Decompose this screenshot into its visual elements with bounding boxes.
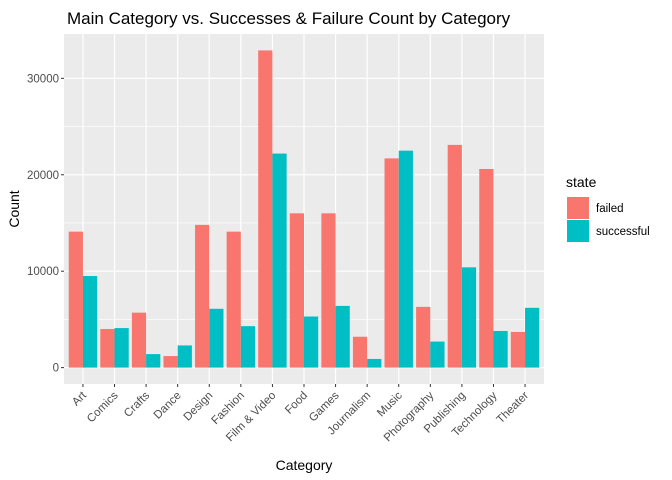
bar-successful-film-video [272, 153, 287, 368]
bar-successful-design [209, 308, 224, 368]
bar-successful-food [304, 316, 319, 368]
bar-successful-dance [177, 345, 192, 368]
legend-label-failed: failed [596, 203, 624, 215]
bar-successful-comics [114, 328, 129, 368]
bar-failed-publishing [447, 144, 462, 368]
y-axis-ticks: 0 10000 20000 30000 [27, 73, 64, 375]
legend-items: failed successful [567, 197, 650, 242]
y-axis-title: Count [6, 190, 22, 227]
bars [68, 50, 540, 368]
bar-successful-publishing [461, 267, 477, 368]
bar-successful-theater [525, 307, 540, 368]
legend-key-failed [567, 197, 589, 219]
legend-label-successful: successful [596, 226, 650, 238]
legend-key-successful [567, 220, 589, 242]
bar-failed-food [289, 213, 304, 368]
y-tick-label: 20000 [27, 170, 59, 182]
bar-successful-fashion [240, 326, 256, 368]
bar-failed-journalism [352, 336, 368, 368]
x-tick-label: Comics [85, 389, 121, 425]
y-tick-label: 30000 [27, 73, 59, 85]
bar-failed-fashion [226, 231, 241, 368]
x-tick-label: Art [70, 389, 89, 408]
bar-failed-dance [163, 356, 178, 368]
bar-failed-technology [479, 168, 494, 368]
legend-title: state [566, 174, 597, 190]
bar-successful-music [398, 150, 413, 368]
bar-successful-journalism [367, 358, 382, 368]
x-tick-label: Theater [495, 390, 532, 427]
bar-failed-music [384, 158, 399, 368]
bar-failed-games [321, 213, 336, 368]
chart-title: Main Category vs. Successes & Failure Co… [67, 9, 511, 28]
bar-failed-comics [100, 329, 115, 368]
bar-successful-technology [493, 330, 508, 368]
bar-successful-games [335, 305, 350, 368]
y-tick-label: 0 [53, 363, 59, 375]
bar-successful-art [82, 276, 98, 368]
y-tick-label: 10000 [27, 266, 59, 278]
bar-successful-crafts [146, 354, 161, 368]
bar-failed-art [68, 231, 83, 368]
bar-failed-design [195, 224, 210, 368]
x-axis-title: Category [276, 457, 333, 473]
x-tick-label: Music [375, 389, 405, 419]
bar-failed-photography [416, 306, 431, 368]
bar-successful-photography [430, 341, 445, 368]
x-tick-label: Food [283, 390, 310, 417]
legend: state failed successful [566, 174, 650, 242]
bar-failed-crafts [131, 312, 147, 368]
x-tick-label: Dance [152, 390, 184, 422]
bar-failed-theater [510, 331, 526, 368]
bar-failed-film-video [258, 50, 273, 368]
x-tick-label: Crafts [122, 389, 152, 419]
